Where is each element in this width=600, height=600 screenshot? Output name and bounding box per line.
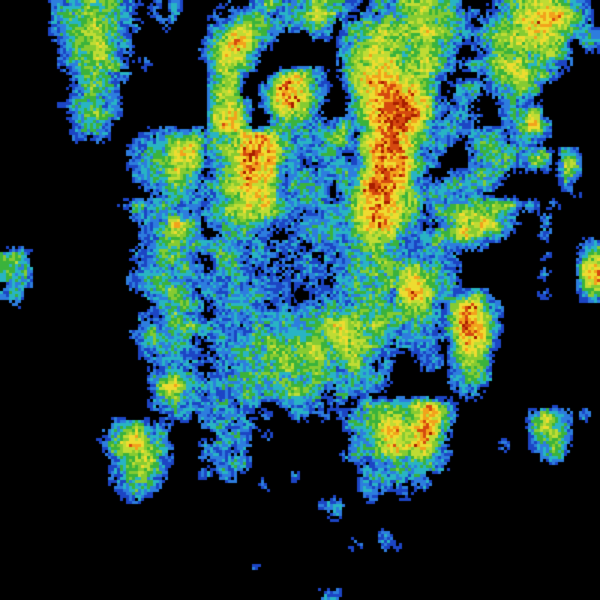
radar-reflectivity-display bbox=[0, 0, 600, 600]
radar-image bbox=[0, 0, 600, 600]
